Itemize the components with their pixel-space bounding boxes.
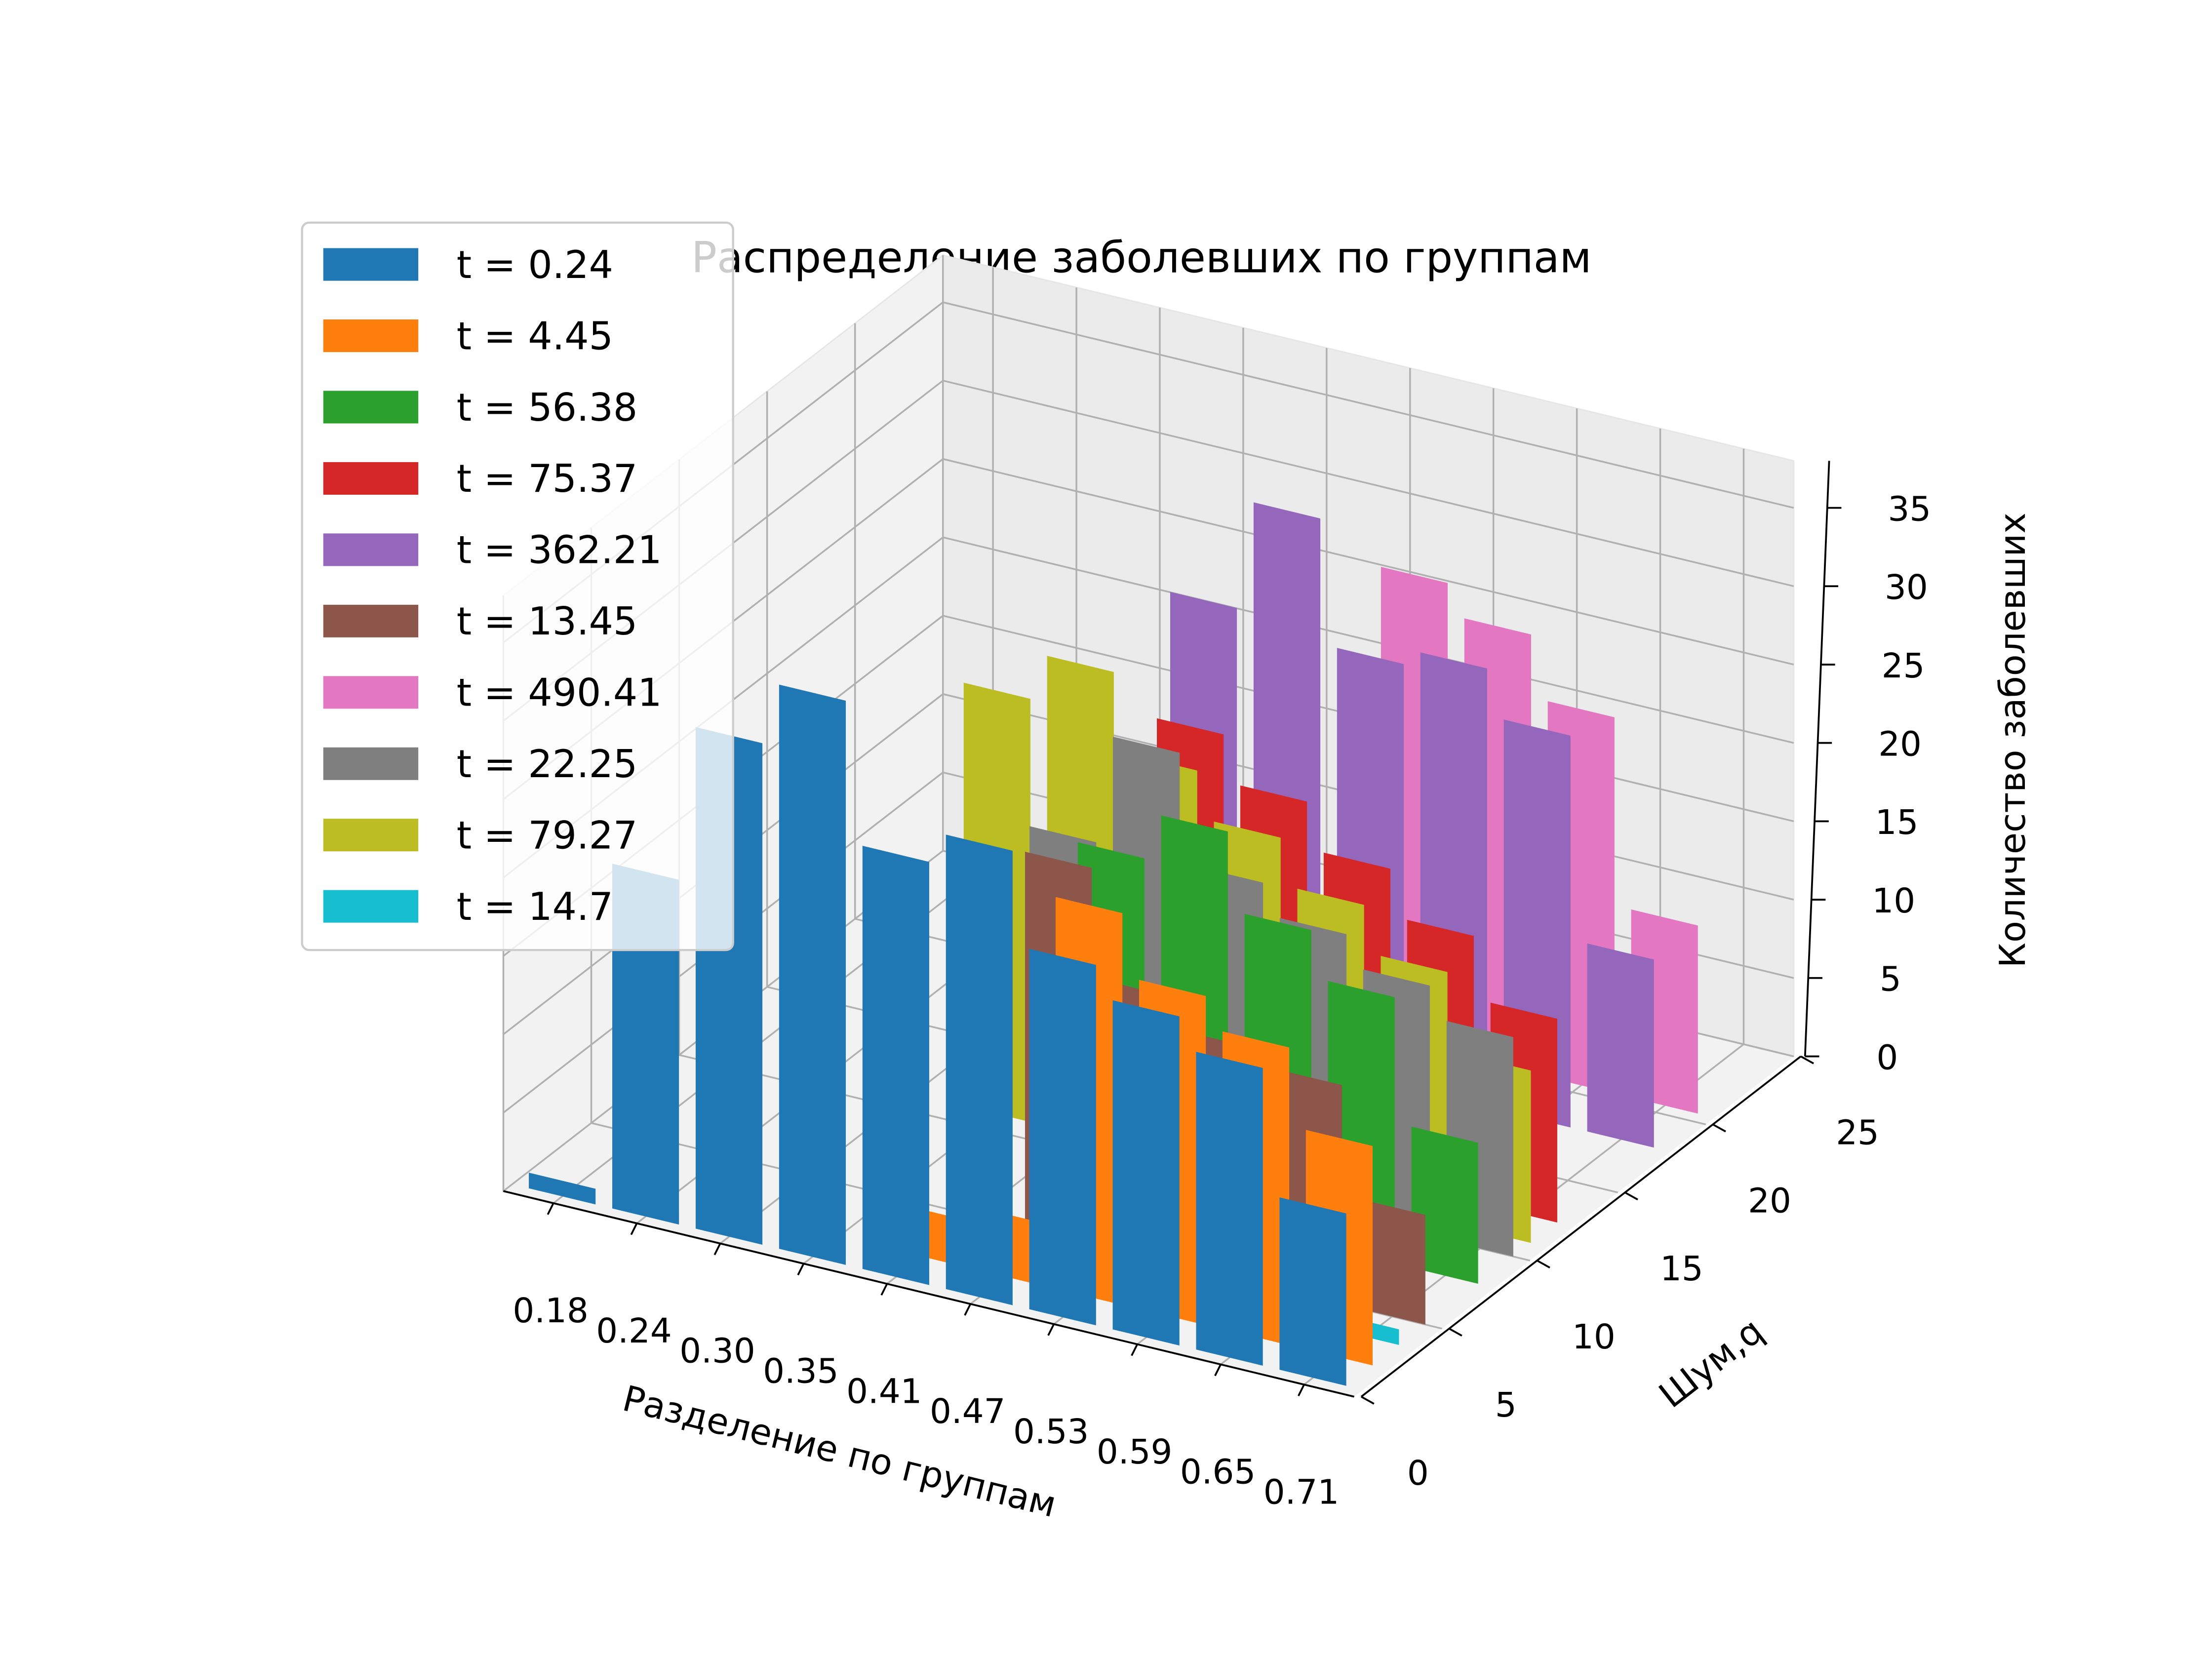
legend-swatch (323, 819, 419, 852)
legend-label: t = 490.41 (457, 671, 662, 715)
y-tick-label: 0 (1407, 1454, 1429, 1493)
legend-swatch (323, 462, 419, 495)
y-tick-label: 5 (1495, 1385, 1517, 1425)
y-tick (1449, 1328, 1462, 1337)
legend-label: t = 14.7 (457, 885, 613, 929)
z-tick-label: 30 (1885, 568, 1928, 607)
legend-swatch (323, 533, 419, 566)
y-axis-label: Шум,q (1651, 1310, 1771, 1416)
x-tick (964, 1304, 972, 1316)
bar (1358, 1198, 1425, 1325)
legend-label: t = 13.45 (457, 599, 638, 644)
y-tick-label: 20 (1748, 1181, 1791, 1221)
x-tick-label: 0.24 (596, 1311, 672, 1351)
bar (1587, 943, 1654, 1148)
legend-swatch (323, 676, 419, 709)
bar (1029, 948, 1096, 1326)
y-tick-label: 25 (1836, 1113, 1879, 1153)
y-tick-label: 10 (1572, 1317, 1616, 1357)
legend-swatch (323, 391, 419, 424)
bar (1112, 1000, 1180, 1346)
legend-label: t = 4.45 (457, 314, 613, 358)
x-tick-label: 0.59 (1097, 1432, 1172, 1472)
bar (946, 834, 1013, 1305)
x-tick-label: 0.65 (1180, 1453, 1256, 1492)
x-axis-line (503, 1190, 1355, 1398)
bar (779, 684, 846, 1265)
y-axis-line (1360, 1056, 1802, 1398)
y-tick (1361, 1396, 1375, 1405)
z-tick-label: 35 (1888, 489, 1931, 529)
z-tick-label: 10 (1872, 881, 1915, 921)
x-tick (630, 1223, 638, 1235)
x-tick (547, 1202, 554, 1215)
legend: t = 0.24 t = 4.45 t = 56.38 t = 75.37 t = 36… (301, 221, 734, 951)
bar (612, 864, 679, 1225)
bar (529, 1172, 596, 1205)
chart-title: Распределение заболевших по группам (691, 233, 1592, 282)
bar (862, 845, 929, 1285)
legend-label: t = 362.21 (457, 528, 662, 573)
legend-label: t = 22.25 (457, 742, 638, 787)
x-tick (797, 1263, 805, 1276)
x-tick-label: 0.18 (513, 1291, 588, 1331)
y-tick-label: 15 (1660, 1249, 1703, 1289)
x-tick-label: 0.41 (846, 1372, 922, 1411)
z-tick-label: 15 (1875, 803, 1919, 842)
legend-label: t = 0.24 (457, 243, 613, 287)
bar (1279, 1197, 1346, 1386)
x-tick (1214, 1364, 1222, 1377)
x-tick-label: 0.71 (1264, 1472, 1339, 1512)
legend-swatch (323, 319, 419, 353)
legend-label: t = 56.38 (457, 386, 638, 430)
z-tick-label: 5 (1880, 960, 1901, 999)
y-tick (1624, 1191, 1638, 1201)
z-tick-label: 25 (1882, 646, 1925, 686)
legend-label: t = 75.37 (457, 457, 638, 501)
legend-swatch (323, 604, 419, 637)
legend-swatch (323, 747, 419, 780)
x-tick (1298, 1384, 1305, 1397)
legend-label: t = 79.27 (457, 813, 638, 858)
bar (1411, 1126, 1478, 1284)
x-tick (713, 1243, 721, 1256)
y-tick (1537, 1260, 1550, 1269)
x-tick (1047, 1323, 1055, 1336)
y-tick (1712, 1123, 1726, 1133)
z-tick-label: 20 (1878, 725, 1922, 764)
x-tick-label: 0.53 (1013, 1412, 1089, 1452)
y-tick (1800, 1055, 1814, 1065)
bar (1196, 1052, 1263, 1366)
legend-swatch (323, 890, 419, 923)
z-axis-line (1804, 461, 1830, 1057)
x-tick (880, 1283, 888, 1296)
x-tick-label: 0.35 (763, 1352, 838, 1391)
x-tick-label: 0.30 (679, 1332, 755, 1371)
z-tick-label: 0 (1876, 1038, 1898, 1077)
legend-swatch (323, 248, 419, 281)
z-axis-label: Количество заболевших (1992, 513, 2033, 968)
x-tick-label: 0.47 (930, 1392, 1005, 1431)
x-tick (1131, 1343, 1139, 1356)
